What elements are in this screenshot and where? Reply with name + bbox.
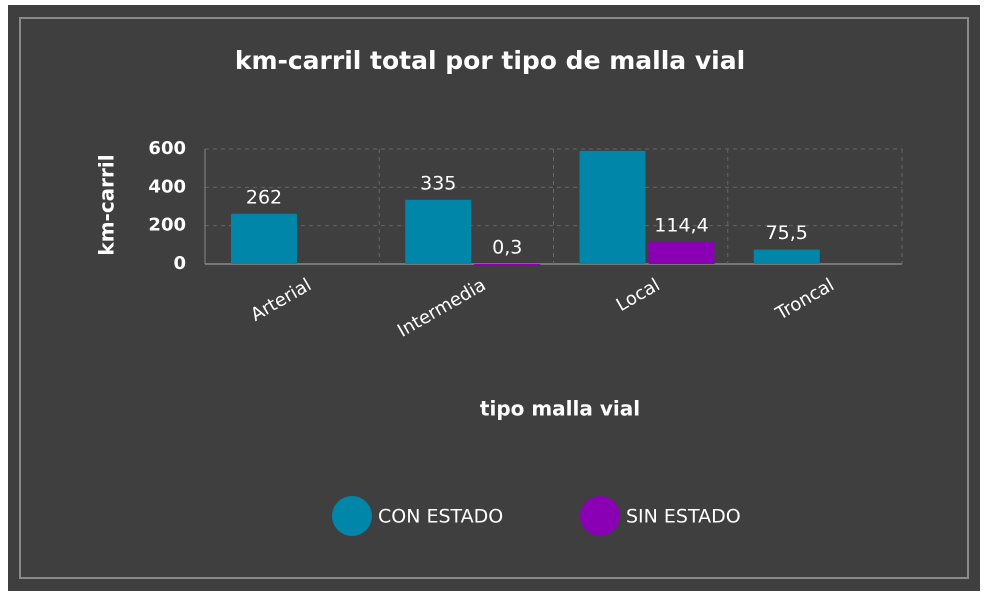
bar <box>405 199 472 264</box>
legend-swatch <box>580 496 620 536</box>
data-label: 114,4 <box>654 215 708 237</box>
legend-label: SIN ESTADO <box>626 506 741 528</box>
bar <box>648 242 715 264</box>
y-tick-label: 0 <box>173 253 186 274</box>
data-label: 262 <box>246 186 282 208</box>
x-axis-title: tipo malla vial <box>480 397 640 421</box>
legend-swatch <box>332 496 372 536</box>
panel <box>8 5 980 591</box>
data-label: 335 <box>420 172 456 194</box>
bar <box>474 263 541 266</box>
panel-border <box>19 17 969 579</box>
bar <box>231 213 297 264</box>
y-axis-title: km-carril <box>95 154 119 255</box>
y-tick-label: 600 <box>148 138 186 159</box>
y-tick-label: 200 <box>148 215 186 236</box>
chart-title: km-carril total por tipo de malla vial <box>235 46 745 75</box>
data-label: 0,3 <box>492 236 522 258</box>
y-tick-label: 400 <box>148 176 186 197</box>
legend-label: CON ESTADO <box>378 506 503 528</box>
bar <box>579 150 646 264</box>
bar <box>753 249 820 264</box>
data-label: 75,5 <box>766 222 808 244</box>
